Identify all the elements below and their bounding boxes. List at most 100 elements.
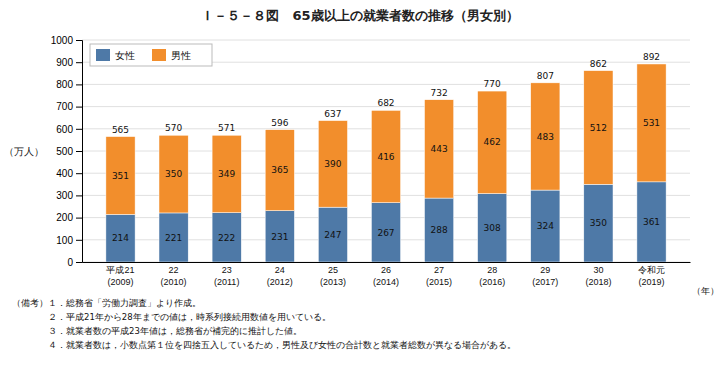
bar [106, 137, 135, 215]
data-label: 350 [165, 169, 182, 179]
tick-label-line: (2013) [320, 277, 346, 287]
y-axis-title: （万人） [4, 146, 44, 157]
legend-label: 男性 [171, 50, 191, 61]
tick-label-line: (2019) [638, 277, 664, 287]
tick-label-line: 平成21 [106, 265, 134, 275]
note: ４．就業者数は，小数点第１位を四捨五入しているため，男性及び女性の合計数と就業者… [12, 340, 516, 350]
bar [584, 184, 613, 262]
data-label: 308 [484, 223, 501, 233]
bar [478, 194, 507, 262]
bar [159, 213, 188, 262]
tick: 600 [56, 124, 82, 135]
tick-label: 26(2014) [373, 265, 399, 287]
tick: 30 (2018) [585, 262, 611, 287]
data-labels: 2142212222312472672883083243503613513503… [112, 52, 660, 243]
total-label: 596 [271, 118, 288, 128]
tick: 400 [56, 168, 82, 179]
tick: 26(2014) [373, 262, 399, 287]
bars [106, 64, 666, 262]
tick: 23(2011) [214, 262, 239, 287]
total-label: 892 [643, 52, 660, 62]
tick-label: 800 [56, 79, 73, 90]
tick: 令和元(2019) [638, 262, 665, 287]
grid [82, 40, 690, 262]
data-label: 462 [484, 137, 501, 147]
data-label: 214 [112, 233, 129, 243]
tick-mark [76, 129, 82, 130]
total-label: 770 [484, 79, 501, 89]
bar [637, 182, 666, 262]
tick-label-line: (2015) [426, 277, 452, 287]
tick-label: 300 [56, 190, 73, 201]
tick-label: 700 [56, 101, 73, 112]
bar [424, 198, 453, 262]
data-label: 349 [218, 169, 235, 179]
data-label: 288 [431, 225, 448, 235]
bar [371, 203, 400, 262]
legend-item: 男性 [152, 49, 191, 61]
data-label: 365 [271, 165, 288, 175]
data-label: 350 [590, 218, 607, 228]
data-label: 390 [324, 159, 341, 169]
tick-label: 29(2017) [532, 265, 558, 287]
tick-label-line: (2014) [373, 277, 399, 287]
title: Ｉ－５－８図 65歳以上の就業者数の推移（男女別） [201, 8, 518, 23]
tick-mark [76, 40, 82, 41]
tick-mark [76, 173, 82, 174]
total-label: 732 [431, 88, 448, 98]
bar [424, 100, 453, 198]
tick: 200 [56, 212, 82, 223]
tick-label-line: (2012) [267, 277, 293, 287]
grid-line [82, 40, 690, 41]
tick-label-line: (2018) [585, 277, 611, 287]
tick-label: 28(2016) [479, 265, 505, 287]
bar [265, 130, 294, 211]
tick: 0 [67, 257, 82, 268]
legend-frame [90, 44, 212, 66]
tick-label: 0 [67, 257, 73, 268]
total-label: 862 [590, 59, 607, 69]
tick-label-line: 30 [593, 265, 603, 275]
bar [584, 71, 613, 185]
tick: 800 [56, 79, 82, 90]
data-label: 231 [271, 232, 288, 242]
tick-label: 1000 [51, 35, 74, 46]
total-label: 807 [537, 71, 554, 81]
tick-label-line: (2009) [107, 277, 133, 287]
total-label: 570 [165, 123, 182, 133]
tick-label: 令和元(2019) [638, 265, 665, 287]
tick-label: 400 [56, 168, 73, 179]
data-label: 416 [377, 152, 394, 162]
tick: 1000 [51, 35, 82, 46]
bar [531, 83, 560, 190]
tick: 28(2016) [479, 262, 505, 287]
data-label: 361 [643, 217, 660, 227]
tick-label-line: 29 [540, 265, 550, 275]
tick: 29(2017) [532, 262, 558, 287]
tick-label: 25(2013) [320, 265, 346, 287]
tick-label-line: (2010) [161, 277, 187, 287]
legend-item: 女性 [96, 49, 135, 61]
bar [212, 135, 241, 212]
data-label: 247 [324, 230, 341, 240]
notes: （備考）１．総務省「労働力調査」より作成。 ２．平成21年から28年までの値は，… [12, 298, 516, 350]
data-label: 531 [643, 118, 660, 128]
data-label: 351 [112, 171, 129, 181]
tick-label: 200 [56, 212, 73, 223]
data-label: 443 [431, 144, 448, 154]
data-label: 483 [537, 132, 554, 142]
tick-label-line: 24 [275, 265, 285, 275]
data-label: 267 [377, 228, 394, 238]
tick-label: 23(2011) [214, 265, 239, 287]
data-label: 221 [165, 233, 182, 243]
tick-label: 900 [56, 57, 73, 68]
bar [265, 211, 294, 262]
tick-label: 24 (2012) [267, 265, 293, 287]
bar [318, 121, 347, 208]
note: ２．平成21年から28年までの値は，時系列接続用数値を用いている。 [12, 312, 331, 322]
legend-swatch [96, 49, 110, 61]
axis-line [76, 41, 83, 263]
bar [371, 110, 400, 202]
legend-label: 女性 [115, 50, 135, 61]
bar [637, 64, 666, 182]
